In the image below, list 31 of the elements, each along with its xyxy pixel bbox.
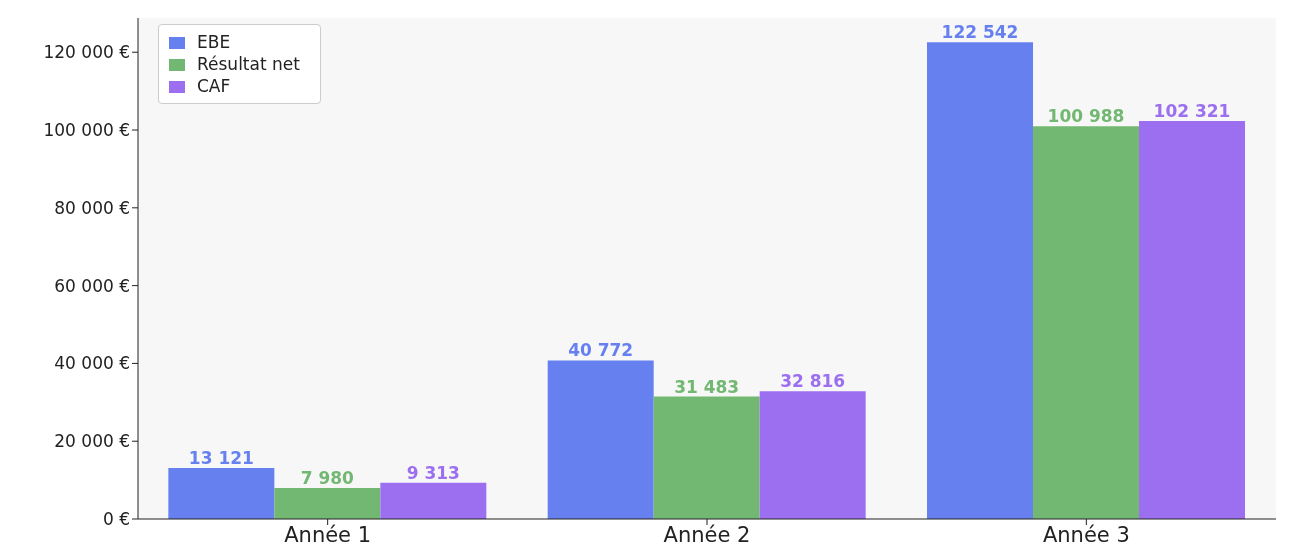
data-label: 31 483	[674, 376, 740, 397]
y-tick-label: 40 000 €	[54, 353, 130, 374]
bar	[927, 42, 1034, 519]
bar	[168, 467, 275, 519]
data-label: 7 980	[300, 467, 355, 488]
y-tick-label: 120 000 €	[43, 42, 130, 63]
x-tick-label: Année 3	[1042, 522, 1130, 547]
y-tick-label: 60 000 €	[54, 275, 130, 296]
x-tick-label: Année 2	[663, 522, 751, 547]
bar	[547, 360, 654, 519]
y-tick-label: 0 €	[102, 509, 130, 530]
bar	[380, 482, 487, 519]
data-label: 40 772	[568, 340, 634, 361]
data-label: 122 542	[941, 22, 1019, 43]
legend-label: EBE	[197, 32, 231, 52]
bar	[274, 487, 381, 519]
x-tick-label: Année 1	[284, 522, 372, 547]
data-label: 102 321	[1153, 101, 1231, 121]
y-tick-label: 20 000 €	[54, 431, 130, 452]
bar	[1033, 126, 1140, 519]
y-tick-label: 100 000 €	[43, 120, 130, 141]
legend-label: Résultat net	[197, 54, 300, 74]
bar	[653, 396, 760, 519]
bar	[759, 391, 866, 519]
legend-label: CAF	[197, 76, 231, 96]
bar	[1139, 121, 1246, 519]
y-tick-label: 80 000 €	[54, 197, 130, 218]
data-label: 100 988	[1047, 106, 1125, 127]
data-label: 13 121	[188, 447, 254, 468]
data-label: 9 313	[406, 462, 460, 483]
data-label: 32 816	[780, 371, 846, 392]
